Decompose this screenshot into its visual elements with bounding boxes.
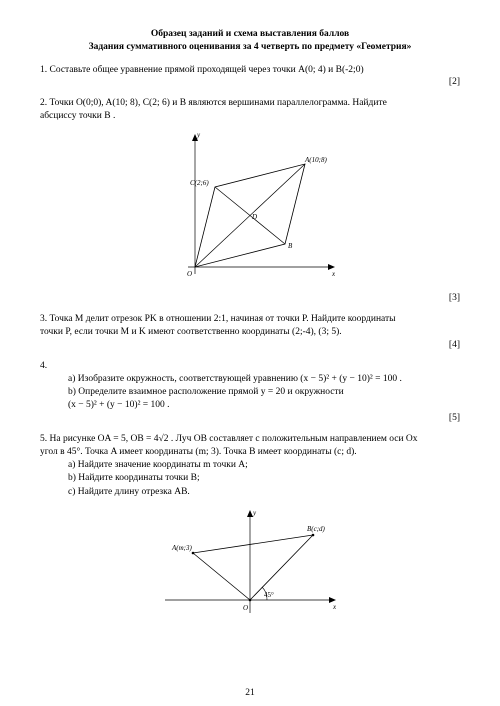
header-line2: Задания суммативного оценивания за 4 чет… (40, 41, 460, 54)
task5-line2: угол в 45°. Точка A имеет координаты (m;… (40, 446, 460, 459)
svg-text:45°: 45° (264, 591, 274, 599)
svg-text:B: B (288, 242, 293, 250)
svg-text:x: x (331, 270, 336, 278)
task3-score: [4] (40, 340, 460, 350)
task-2: 2. Точки O(0;0), A(10; 8), C(2; 6) и B я… (40, 97, 460, 123)
svg-text:y: y (196, 131, 201, 139)
svg-text:x: x (332, 603, 337, 611)
task4-b2: (x − 5)² + (y − 10)² = 100 . (68, 399, 460, 412)
task5-a: a) Найдите значение координаты m точки A… (68, 459, 460, 472)
svg-text:y: y (252, 509, 257, 517)
task4-a: a) Изобразите окружность, соответствующе… (68, 373, 460, 386)
task2-score: [3] (40, 293, 460, 303)
task2-line1: 2. Точки O(0;0), A(10; 8), C(2; 6) и B я… (40, 97, 460, 110)
task-1: 1. Составьте общее уравнение прямой прох… (40, 64, 460, 77)
svg-text:C(2;6): C(2;6) (190, 179, 209, 187)
svg-text:B(c;d): B(c;d) (307, 525, 326, 533)
header-title: Образец заданий и схема выставления балл… (40, 28, 460, 54)
task-5: 5. На рисунке OA = 5, OB = 4√2 . Луч OB … (40, 433, 460, 499)
task4-score: [5] (40, 413, 460, 423)
task-4: 4. a) Изобразите окружность, соответству… (40, 360, 460, 413)
svg-text:A(10;8): A(10;8) (304, 156, 327, 164)
svg-text:D: D (251, 213, 257, 221)
task5-c: c) Найдите длину отрезка AB. (68, 486, 460, 499)
task5-b: b) Найдите координаты точки B; (68, 472, 460, 485)
task5-line1: 5. На рисунке OA = 5, OB = 4√2 . Луч OB … (40, 433, 460, 446)
svg-text:A(m;3): A(m;3) (171, 544, 192, 552)
task1-text: 1. Составьте общее уравнение прямой прох… (40, 65, 364, 75)
task3-line2: точки P, если точки M и K имеют соответс… (40, 326, 460, 339)
angle-svg: y x O 45° A(m;3) B(c;d) (155, 505, 345, 620)
task4-num: 4. (40, 360, 460, 373)
task-3: 3. Точка M делит отрезок PK в отношении … (40, 313, 460, 339)
task4-b: b) Определите взаимное расположение прям… (68, 386, 460, 399)
task1-score: [2] (40, 77, 460, 87)
svg-text:O: O (243, 604, 248, 612)
task3-line1: 3. Точка M делит отрезок PK в отношении … (40, 313, 460, 326)
parallelogram-svg: y x O C(2;6) A(10;8) B D (160, 129, 340, 284)
figure-angle: y x O 45° A(m;3) B(c;d) (40, 505, 460, 623)
svg-text:O: O (187, 270, 192, 278)
header-line1: Образец заданий и схема выставления балл… (40, 28, 460, 41)
figure-parallelogram: y x O C(2;6) A(10;8) B D (40, 129, 460, 287)
task2-line2: абсциссу точки B . (40, 110, 460, 123)
page-number: 21 (0, 688, 500, 698)
